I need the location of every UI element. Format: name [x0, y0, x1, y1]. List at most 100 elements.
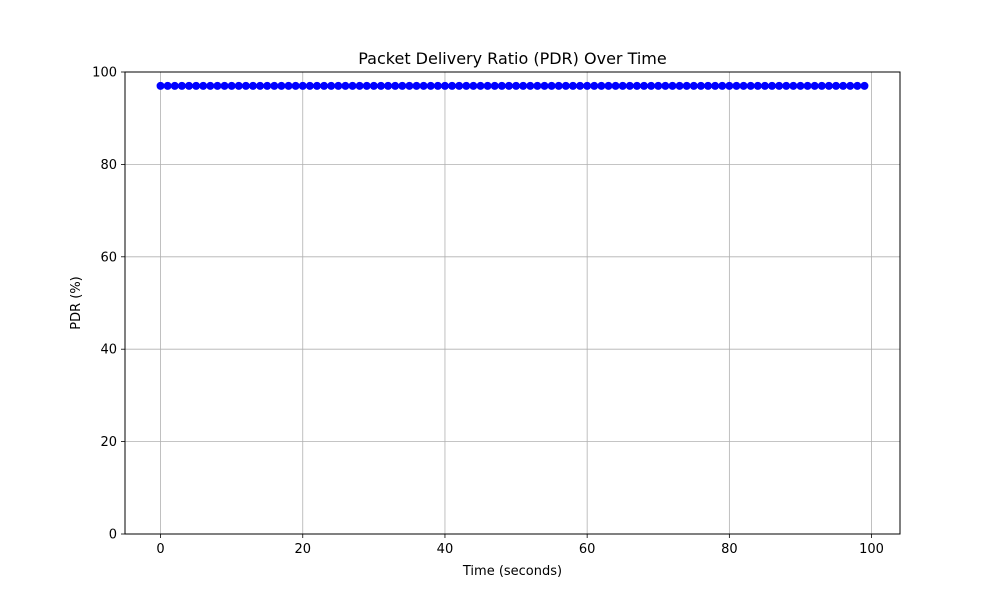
data-point [170, 81, 179, 90]
data-point [810, 81, 819, 90]
y-tick-label: 40 [100, 343, 117, 358]
data-point [206, 81, 215, 90]
data-point [234, 81, 243, 90]
data-point [611, 81, 620, 90]
x-tick-label: 40 [437, 542, 454, 557]
data-point [256, 81, 265, 90]
data-point [533, 81, 542, 90]
data-point [554, 81, 563, 90]
data-point [782, 81, 791, 90]
y-tick-label: 20 [100, 435, 117, 450]
data-point [405, 81, 414, 90]
data-point [526, 81, 535, 90]
data-point [519, 81, 528, 90]
data-point [647, 81, 656, 90]
data-point [604, 81, 613, 90]
data-point [540, 81, 549, 90]
data-point [220, 81, 229, 90]
data-point [213, 81, 222, 90]
data-point [739, 81, 748, 90]
data-point [504, 81, 513, 90]
data-point [846, 81, 855, 90]
data-point [320, 81, 329, 90]
data-point [469, 81, 478, 90]
data-point [398, 81, 407, 90]
data-point [490, 81, 499, 90]
data-point [832, 81, 841, 90]
data-point [675, 81, 684, 90]
data-point [512, 81, 521, 90]
data-point [384, 81, 393, 90]
y-tick-label: 0 [109, 528, 117, 543]
x-tick-label: 20 [294, 542, 311, 557]
y-tick-label: 100 [92, 66, 117, 81]
y-tick-label: 80 [100, 158, 117, 173]
data-point [853, 81, 862, 90]
data-point [760, 81, 769, 90]
data-point [718, 81, 727, 90]
data-point [618, 81, 627, 90]
data-points [156, 81, 869, 90]
data-point [305, 81, 314, 90]
data-point [462, 81, 471, 90]
data-point [455, 81, 464, 90]
x-tick-label: 60 [579, 542, 596, 557]
data-point [796, 81, 805, 90]
data-point [640, 81, 649, 90]
x-tick-label: 100 [859, 542, 884, 557]
data-point [746, 81, 755, 90]
data-point [696, 81, 705, 90]
data-point [768, 81, 777, 90]
data-point [711, 81, 720, 90]
axis-ticks: 0 20 40 60 80 100 0 20 40 60 80 100 [92, 66, 884, 558]
data-point [291, 81, 300, 90]
data-point [177, 81, 186, 90]
data-point [334, 81, 343, 90]
data-point [163, 81, 172, 90]
data-point [263, 81, 272, 90]
data-point [753, 81, 762, 90]
data-point [476, 81, 485, 90]
data-point [355, 81, 364, 90]
data-point [192, 81, 201, 90]
y-axis-label: PDR (%) [69, 276, 84, 330]
data-point [391, 81, 400, 90]
data-point [661, 81, 670, 90]
data-point [327, 81, 336, 90]
data-point [433, 81, 442, 90]
y-tick-label: 60 [100, 250, 117, 265]
data-point [199, 81, 208, 90]
data-point [497, 81, 506, 90]
data-point [632, 81, 641, 90]
data-point [625, 81, 634, 90]
x-tick-label: 0 [156, 542, 164, 557]
data-point [576, 81, 585, 90]
data-point [775, 81, 784, 90]
data-point [682, 81, 691, 90]
data-point [156, 81, 165, 90]
data-point [668, 81, 677, 90]
data-point [412, 81, 421, 90]
data-point [284, 81, 293, 90]
plot-frame [124, 71, 901, 535]
data-point [803, 81, 812, 90]
data-point [277, 81, 286, 90]
data-point [448, 81, 457, 90]
data-point [568, 81, 577, 90]
data-point [426, 81, 435, 90]
data-point [483, 81, 492, 90]
data-point [860, 81, 869, 90]
data-point [817, 81, 826, 90]
data-point [725, 81, 734, 90]
data-point [689, 81, 698, 90]
data-point [227, 81, 236, 90]
data-point [369, 81, 378, 90]
data-point [583, 81, 592, 90]
data-point [547, 81, 556, 90]
data-point [298, 81, 307, 90]
data-point [824, 81, 833, 90]
data-point [184, 81, 193, 90]
data-point [440, 81, 449, 90]
